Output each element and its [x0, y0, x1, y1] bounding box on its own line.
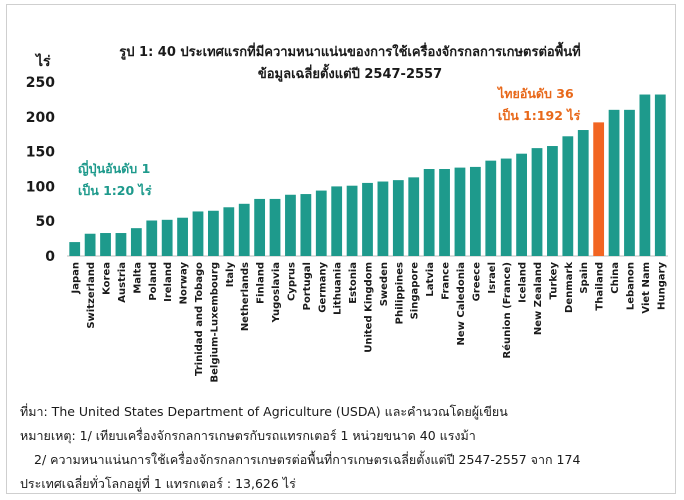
- footnote-3: ประเทศเฉลี่ยทั่วโลกอยู่ที่ 1 แทรกเตอร์ :…: [20, 476, 296, 491]
- bar-lithuania: [331, 186, 343, 256]
- bar-portugal: [300, 194, 312, 256]
- x-tick-label: United Kingdom: [364, 262, 375, 353]
- y-tick-label: 50: [36, 214, 56, 230]
- x-tick-label: Yugoslavia: [271, 262, 282, 323]
- bar-netherlands: [238, 203, 250, 256]
- x-tick-label: Norway: [179, 262, 190, 305]
- x-tick-label: Poland: [148, 262, 159, 301]
- x-tick-label: New Zealand: [533, 262, 544, 335]
- bar-new-zealand: [531, 148, 543, 256]
- x-tick-label: Greece: [471, 262, 482, 302]
- thailand-annotation-line-2: เป็น 1:192 ไร่: [498, 108, 581, 123]
- bar-latvia: [423, 169, 435, 256]
- x-tick-label: Iceland: [518, 262, 529, 303]
- y-tick-label: 200: [26, 110, 55, 126]
- bar-cyprus: [285, 194, 296, 256]
- x-tick-label: Israel: [487, 262, 498, 294]
- bar-yugoslavia: [269, 198, 281, 256]
- chart-frame: [6, 4, 676, 494]
- bar-poland: [146, 220, 158, 256]
- x-tick-label: Ireland: [163, 262, 174, 302]
- x-tick-label: Sweden: [379, 262, 390, 306]
- x-tick-label: New Caledonia: [456, 262, 467, 346]
- x-tick-label: Thailand: [595, 262, 606, 311]
- x-tick-label: Netherlands: [240, 262, 251, 331]
- x-tick-label: Japan: [71, 262, 82, 295]
- bar-estonia: [346, 185, 358, 256]
- x-tick-label: Belgium-Luxembourg: [209, 262, 220, 383]
- source-note: ที่มา: The United States Department of A…: [20, 404, 508, 419]
- x-tick-label: Hungary: [656, 262, 667, 310]
- bar-austria: [115, 233, 127, 256]
- bar-denmark: [562, 136, 574, 256]
- y-tick-label: 100: [26, 179, 55, 195]
- x-tick-label: Viet Nam: [641, 262, 652, 314]
- bar-r-union-france-: [500, 158, 512, 256]
- bar-germany: [315, 190, 327, 256]
- x-tick-label: Spain: [579, 262, 590, 294]
- x-tick-label: Korea: [102, 262, 113, 295]
- x-tick-label: Austria: [117, 262, 128, 303]
- footnote-1: หมายเหตุ: 1/ เทียบเครื่องจักรกลการเกษตรก…: [20, 428, 476, 443]
- bar-china: [608, 109, 620, 256]
- y-tick-label: 250: [26, 75, 55, 91]
- x-tick-label: Singapore: [410, 262, 421, 320]
- y-tick-label: 150: [26, 145, 55, 161]
- x-tick-label: Philippines: [394, 262, 405, 324]
- x-tick-label: Portugal: [302, 262, 313, 310]
- bar-new-caledonia: [454, 167, 466, 256]
- bar-finland: [254, 198, 266, 256]
- chart-title-line-2: ข้อมูลเฉลี่ยตั้งแต่ปี 2547-2557: [257, 67, 443, 82]
- bar-ireland: [161, 219, 173, 256]
- bar-greece: [469, 166, 481, 256]
- x-tick-label: Lebanon: [625, 262, 636, 310]
- x-tick-label: Réunion (France): [501, 262, 513, 358]
- bar-lebanon: [624, 109, 635, 256]
- bar-hungary: [654, 94, 666, 256]
- japan-annotation-line-2: เป็น 1:20 ไร่: [78, 183, 152, 198]
- bar-trinidad-and-tobago: [192, 211, 204, 256]
- bar-united-kingdom: [362, 182, 373, 256]
- thailand-annotation: ไทยอันดับ 36 เป็น 1:192 ไร่: [498, 83, 580, 127]
- thailand-annotation-line-1: ไทยอันดับ 36: [498, 86, 574, 101]
- x-tick-label: Cyprus: [286, 262, 297, 301]
- x-tick-label: Finland: [256, 262, 267, 304]
- japan-annotation-line-1: ญี่ปุ่นอันดับ 1: [78, 161, 151, 176]
- bar-norway: [177, 217, 188, 256]
- x-tick-label: China: [610, 262, 621, 294]
- bar-sweden: [377, 181, 389, 256]
- x-tick-label: Latvia: [425, 262, 436, 297]
- y-axis-unit-label: ไร่: [36, 54, 51, 70]
- footnote-2: 2/ ความหนาแน่นการใช้เครื่องจักรกลการเกษต…: [34, 452, 581, 467]
- bar-philippines: [392, 180, 404, 256]
- bar-viet-nam: [639, 94, 651, 256]
- bar-france: [439, 169, 450, 256]
- bar-israel: [485, 160, 497, 256]
- japan-annotation: ญี่ปุ่นอันดับ 1 เป็น 1:20 ไร่: [78, 158, 152, 202]
- bar-korea: [100, 233, 111, 256]
- bar-turkey: [547, 146, 558, 256]
- x-tick-label: Turkey: [548, 262, 559, 300]
- bar-singapore: [408, 177, 420, 256]
- x-tick-label: Malta: [132, 262, 143, 294]
- x-tick-label: Switzerland: [86, 262, 97, 329]
- x-tick-label: Germany: [317, 262, 328, 313]
- bar-spain: [577, 130, 589, 256]
- bar-malta: [130, 228, 142, 256]
- bar-japan: [69, 242, 81, 256]
- x-tick-label: Trinidad and Tobago: [194, 262, 205, 376]
- x-tick-label: Lithuania: [333, 262, 344, 315]
- chart-title-line-1: รูป 1: 40 ประเทศแรกที่มีความหนาแน่นของกา…: [119, 45, 581, 60]
- x-tick-label: Denmark: [564, 262, 575, 313]
- x-tick-label: Italy: [225, 262, 236, 288]
- y-tick-label: 0: [45, 249, 55, 265]
- bar-italy: [223, 207, 235, 256]
- bar-switzerland: [84, 233, 96, 256]
- bar-iceland: [516, 153, 527, 256]
- x-tick-label: France: [441, 262, 452, 300]
- x-tick-label: Estonia: [348, 262, 359, 304]
- bar-thailand: [593, 122, 605, 256]
- bar-belgium-luxembourg: [208, 210, 219, 256]
